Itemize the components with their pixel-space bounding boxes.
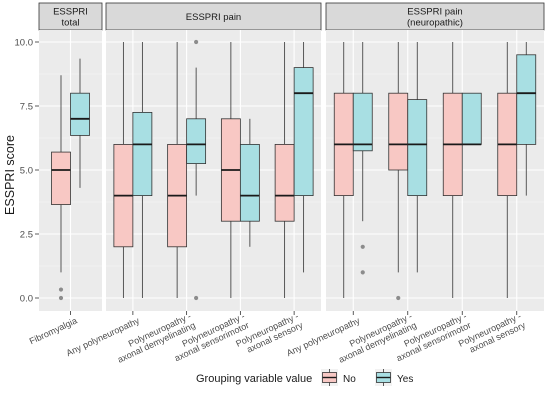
- box-iqr: [461, 92, 482, 145]
- y-axis-title: ESSPRI score: [3, 135, 17, 215]
- box-iqr: [388, 92, 409, 171]
- legend-label: No: [343, 374, 356, 385]
- box-iqr: [70, 92, 90, 136]
- facet-strip: [38, 2, 103, 31]
- box-yes: [70, 58, 90, 188]
- box-no: [113, 42, 134, 298]
- box-iqr: [516, 54, 537, 145]
- facet-strip-label: total: [62, 18, 80, 29]
- box-no: [167, 42, 188, 298]
- y-tick-label: 2.5: [20, 230, 33, 241]
- box-no: [51, 75, 71, 301]
- outlier-point: [194, 39, 199, 45]
- y-tick-label: 10.0: [15, 38, 34, 49]
- box-no: [497, 42, 518, 298]
- box-yes: [239, 118, 260, 247]
- box-yes: [407, 42, 428, 273]
- box-no: [442, 42, 463, 298]
- box-iqr: [239, 143, 260, 222]
- y-tick-label: 5.0: [20, 166, 33, 177]
- outlier-point: [194, 295, 199, 301]
- facet-panel: ESSPRI pain: [105, 2, 322, 311]
- box-yes: [352, 42, 373, 275]
- box-no: [220, 42, 241, 298]
- facet-strip-label: ESSPRI pain: [407, 7, 462, 18]
- x-tick-label: Polyneuropathy -axonal sensory: [457, 311, 528, 358]
- legend-key-no: [321, 369, 338, 386]
- facet-strip-label: ESSPRI: [53, 7, 88, 18]
- facet-strip-label: ESSPRI pain: [186, 12, 241, 23]
- box-iqr: [132, 112, 153, 196]
- legend-label: Yes: [397, 374, 413, 385]
- outlier-point: [58, 295, 64, 301]
- box-yes: [186, 39, 207, 301]
- box-iqr: [186, 118, 207, 165]
- y-axis: ESSPRI score 0.0 2.5 5.0 7.5 10.0: [3, 38, 39, 305]
- x-tick-label: Fibromyalgia: [28, 315, 79, 346]
- box-iqr: [51, 151, 71, 205]
- outlier-point: [396, 295, 401, 301]
- box-iqr: [274, 143, 295, 222]
- box-no: [388, 42, 409, 301]
- box-no: [274, 42, 295, 298]
- facet-strip: [105, 2, 322, 31]
- box-yes: [461, 92, 482, 146]
- y-tick-label: 0.0: [20, 294, 33, 305]
- box-yes: [132, 42, 153, 298]
- facet-panel: ESSPRI pain(neuropathic): [325, 2, 545, 311]
- facet-strip: [325, 2, 545, 31]
- legend-title: Grouping variable value: [196, 373, 312, 385]
- x-tick-label-line: Fibromyalgia: [28, 315, 79, 346]
- box-iqr: [293, 67, 314, 196]
- outlier-point: [360, 244, 365, 249]
- facet-strip-label: (neuropathic): [407, 18, 463, 29]
- legend: Grouping variable value No Yes: [196, 369, 413, 386]
- box-no: [333, 42, 354, 298]
- outlier-point: [360, 270, 365, 275]
- box-yes: [293, 42, 314, 273]
- box-iqr: [407, 99, 428, 196]
- box-yes: [516, 42, 537, 196]
- legend-key-yes: [375, 369, 392, 386]
- y-tick-label: 7.5: [20, 102, 33, 113]
- outlier-point: [58, 287, 64, 292]
- box-iqr: [352, 92, 373, 152]
